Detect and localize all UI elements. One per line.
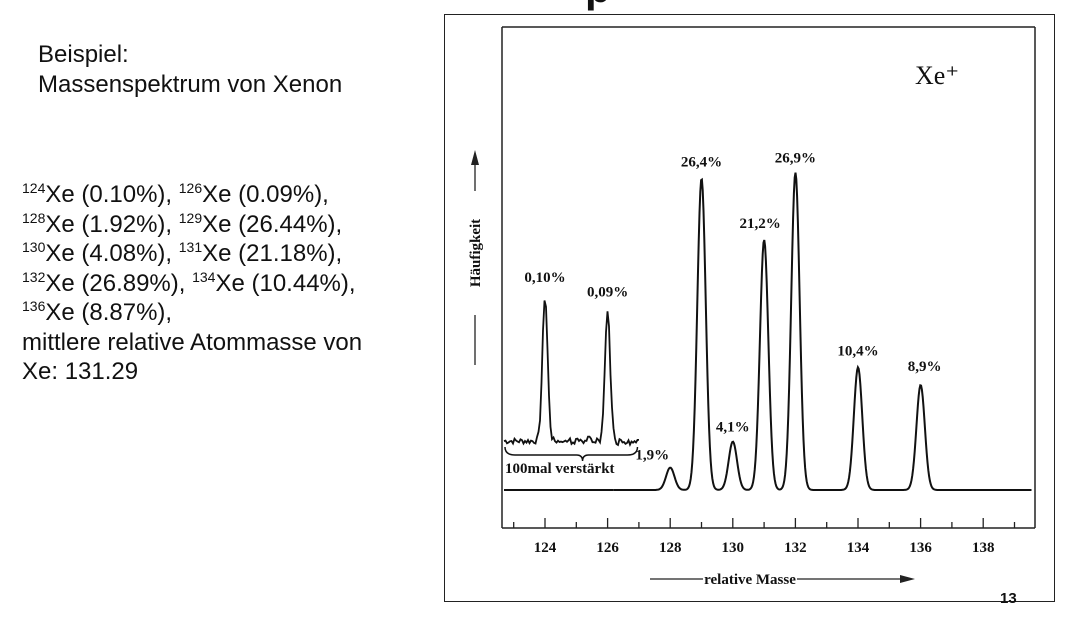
x-axis-arrow-head [900, 575, 915, 583]
isotope-text: Xe (8.87%), [45, 299, 173, 326]
isotope-line: 136Xe (8.87%), [22, 298, 362, 328]
slide-title: p [0, 0, 1066, 12]
page-number: 13 [1000, 590, 1017, 607]
x-tick-label: 126 [596, 540, 619, 556]
caption-line-1: Beispiel: [38, 41, 129, 68]
isotope-text: Xe (4.08%), [45, 240, 179, 267]
caption-line-2: Massenspektrum von Xenon [38, 71, 343, 98]
isotope-line: 124Xe (0.10%), 126Xe (0.09%), [22, 180, 362, 210]
amplified-brace [504, 446, 639, 462]
slide-title-fragment: p [585, 0, 611, 12]
isotope-text: Xe (26.89%), [45, 269, 193, 297]
mass-spectrum-figure: 124 126 128 130 132 134 136 138 relative Masse Hä… [444, 14, 1055, 602]
isotope-line: 132Xe (26.89%), 134Xe (10.44%), [22, 269, 362, 299]
peak-label: 26,4% [681, 154, 722, 170]
mass-number: 131 [178, 239, 203, 255]
y-axis-label: Häufigkeit [468, 219, 484, 287]
mass-number: 124 [22, 180, 46, 196]
isotope-text: Xe (10.44%), [215, 269, 356, 297]
mass-number: 136 [22, 298, 46, 314]
x-tick-label: 124 [534, 540, 557, 556]
isotope-text: Xe (0.10%), [45, 181, 179, 208]
mass-number: 130 [22, 239, 46, 255]
mass-spectrum-chart: 124 126 128 130 132 134 136 138 relative Masse Hä… [468, 26, 1036, 588]
y-axis-arrow-head [471, 150, 479, 165]
peak-label: 8,9% [908, 359, 942, 375]
x-tick-label: 130 [722, 540, 745, 556]
average-mass-label: mittlere relative Atommasse von [22, 328, 363, 356]
mass-number: 128 [22, 209, 46, 226]
isotope-line: 128Xe (1.92%), 129Xe (26.44%), [22, 210, 362, 240]
peak-label: 10,4% [837, 343, 878, 359]
isotope-text: Xe (21.18%), [202, 240, 343, 267]
x-tick-label: 138 [972, 540, 995, 556]
isotope-list: 124Xe (0.10%), 126Xe (0.09%), 128Xe (1.9… [22, 180, 362, 387]
x-tick-label: 136 [909, 540, 932, 556]
peak-label: 26,9% [775, 151, 816, 167]
mass-number: 129 [178, 209, 203, 226]
amplified-label: 100mal verstärkt [505, 461, 615, 477]
peak-label: 4,1% [716, 420, 750, 436]
average-mass-value: Xe: 131.29 [22, 358, 139, 385]
x-tick-label: 132 [784, 540, 807, 556]
x-tick-label: 128 [659, 540, 682, 556]
amplified-peak-label: 0,09% [587, 285, 628, 301]
caption: Beispiel: Massenspektrum von Xenon [38, 40, 342, 100]
peak-label: 21,2% [739, 216, 780, 232]
isotope-text: Xe (1.92%), [45, 210, 179, 238]
mass-number: 132 [22, 268, 46, 285]
isotope-text: Xe (0.09%), [202, 181, 329, 208]
isotope-text: Xe (26.44%), [202, 210, 343, 238]
amplified-peak-label: 0,10% [524, 270, 565, 286]
spectrum-trace [613, 172, 1032, 491]
isotope-line: 130Xe (4.08%), 131Xe (21.18%), [22, 239, 362, 269]
mass-number: 134 [192, 268, 216, 285]
amplified-trace [503, 300, 639, 447]
chart-title: Xe⁺ [915, 61, 959, 90]
mass-number: 126 [178, 180, 203, 196]
peak-label: 1,9% [635, 448, 669, 464]
x-axis-label: relative Masse [704, 572, 796, 588]
x-tick-label: 134 [847, 540, 870, 556]
